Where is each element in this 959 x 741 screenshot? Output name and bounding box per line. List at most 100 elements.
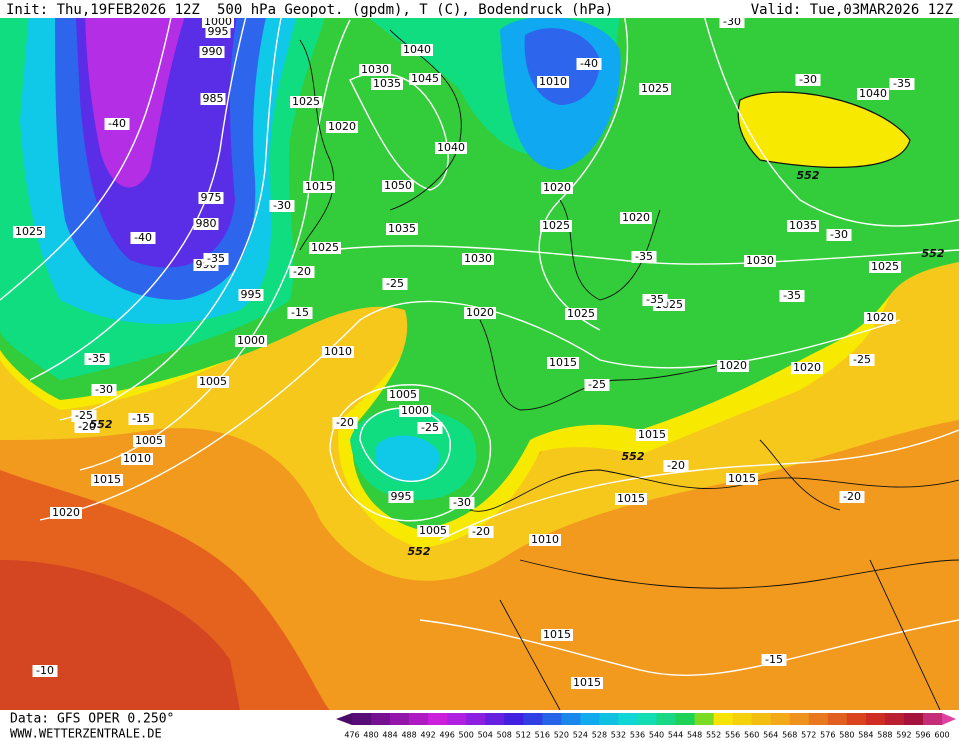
- isobar-label: 1000: [237, 334, 265, 347]
- colorbar-swatch: [884, 713, 905, 725]
- colorbar-label: 560: [744, 731, 759, 740]
- isobar-label-box: [435, 142, 467, 154]
- colorbar-label: 540: [649, 731, 664, 740]
- colorbar-swatch: [732, 713, 753, 725]
- colorbar-label: 496: [440, 731, 455, 740]
- temperature-label: -20: [336, 416, 354, 429]
- field-cyan-2: [457, 18, 476, 19]
- isobar-label: 1025: [871, 260, 899, 273]
- isobar-label-box: [205, 26, 231, 38]
- temperature-label: -35: [88, 352, 106, 365]
- isobar-label-box: [565, 308, 597, 320]
- isobar-label: 1025: [542, 219, 570, 232]
- temperature-label-box: [287, 307, 313, 319]
- isobar-label-box: [537, 76, 569, 88]
- isobar-label: 985: [203, 92, 224, 105]
- isobar-label: 1020: [466, 306, 494, 319]
- temperature-label-box: [203, 253, 229, 265]
- isobar-label: 1020: [719, 359, 747, 372]
- isobar-label: 1040: [437, 141, 465, 154]
- isobar-label-box: [464, 307, 496, 319]
- temperature-label-box: [382, 278, 408, 290]
- isobar-label-box: [639, 83, 671, 95]
- isobar-label-box: [409, 73, 441, 85]
- isobar-label-box: [359, 64, 391, 76]
- colorbar-label: 552: [706, 731, 721, 740]
- temperature-label-box: [839, 491, 865, 503]
- isobar-label-box: [744, 255, 776, 267]
- isobar-label-box: [529, 534, 561, 546]
- isobar-label-box: [121, 453, 153, 465]
- colorbar-swatch: [827, 713, 848, 725]
- init-time: Init: Thu,19FEB2026 12Z: [6, 2, 200, 18]
- isobar-label-box: [290, 96, 322, 108]
- isobar-label-box: [303, 181, 335, 193]
- temperature-label: -30: [273, 199, 291, 212]
- height-label: 552: [797, 169, 820, 182]
- height-label: 552: [922, 247, 945, 260]
- isobar-label-box: [238, 289, 264, 301]
- colorbar-swatch: [770, 713, 791, 725]
- isobar-label-box: [615, 493, 647, 505]
- isobar-label-box: [235, 335, 267, 347]
- isobar-label: 1005: [389, 388, 417, 401]
- temperature-label: -25: [853, 353, 871, 366]
- colorbar-swatch: [675, 713, 696, 725]
- height-label: 552: [90, 418, 113, 431]
- colorbar-label: 528: [592, 731, 607, 740]
- isobar-label-box: [401, 44, 433, 56]
- isobar-label-box: [197, 376, 229, 388]
- isobar-label-box: [388, 491, 414, 503]
- temperature-label-box: [32, 665, 58, 677]
- colorbar-swatch: [561, 713, 581, 725]
- field-yellow-north: [737, 91, 911, 168]
- colorbar-swatch: [390, 713, 410, 725]
- temperature-label-box: [631, 251, 657, 263]
- colorbar-swatch: [352, 713, 372, 725]
- isobar-label: 1020: [622, 211, 650, 224]
- isobar-label: 1035: [789, 219, 817, 232]
- isobar-label: 1025: [292, 95, 320, 108]
- colorbar-label: 520: [554, 731, 569, 740]
- isobar-label: 1010: [123, 452, 151, 465]
- isobar-label: 1005: [199, 375, 227, 388]
- colorbar-label: 548: [687, 731, 702, 740]
- colorbar-label: 504: [478, 731, 493, 740]
- isobar-label: 1020: [543, 181, 571, 194]
- colorbar-label: 596: [915, 731, 930, 740]
- temperature-label: -40: [580, 57, 598, 70]
- temperature-label-box: [719, 16, 745, 28]
- colorbar-swatch: [922, 713, 943, 725]
- isobar-label: 1015: [93, 473, 121, 486]
- isobar-label: 1000: [401, 404, 429, 417]
- isobar-label: 1025: [311, 241, 339, 254]
- isobar-label-box: [857, 88, 889, 100]
- temperature-label: -35: [635, 250, 653, 263]
- isobar-label-box: [787, 220, 819, 232]
- isobar-label-box: [717, 360, 749, 372]
- colorbar-swatch: [599, 713, 619, 725]
- colorbar-label: 500: [459, 731, 474, 740]
- colorbar-label: 556: [725, 731, 740, 740]
- temperature-label: -30: [799, 73, 817, 86]
- temperature-label-box: [449, 497, 475, 509]
- colorbar-swatch: [409, 713, 429, 725]
- colorbar-swatch: [504, 713, 524, 725]
- temperature-label-box: [104, 118, 130, 130]
- isobar-label: 1010: [539, 75, 567, 88]
- isobar-label-box: [399, 405, 431, 417]
- colorbar-swatch: [466, 713, 486, 725]
- isobar-label-box: [322, 346, 354, 358]
- colorbar-swatch: [637, 713, 658, 725]
- isobar-label-box: [791, 362, 823, 374]
- isobar-label: 995: [208, 25, 229, 38]
- colorbar: 476 480 484 488 492 496 500 504 508 512 516 520 524 5…: [336, 713, 956, 740]
- isobar-label: 1025: [15, 225, 43, 238]
- data-source: Data: GFS OPER 0.250°: [10, 712, 174, 727]
- colorbar-arrow-right: [942, 713, 956, 725]
- isobar-label-box: [198, 192, 224, 204]
- temperature-label-box: [269, 200, 295, 212]
- isobar-label: 1015: [728, 472, 756, 485]
- temperature-label: -35: [783, 289, 801, 302]
- isobar-label: 1015: [305, 180, 333, 193]
